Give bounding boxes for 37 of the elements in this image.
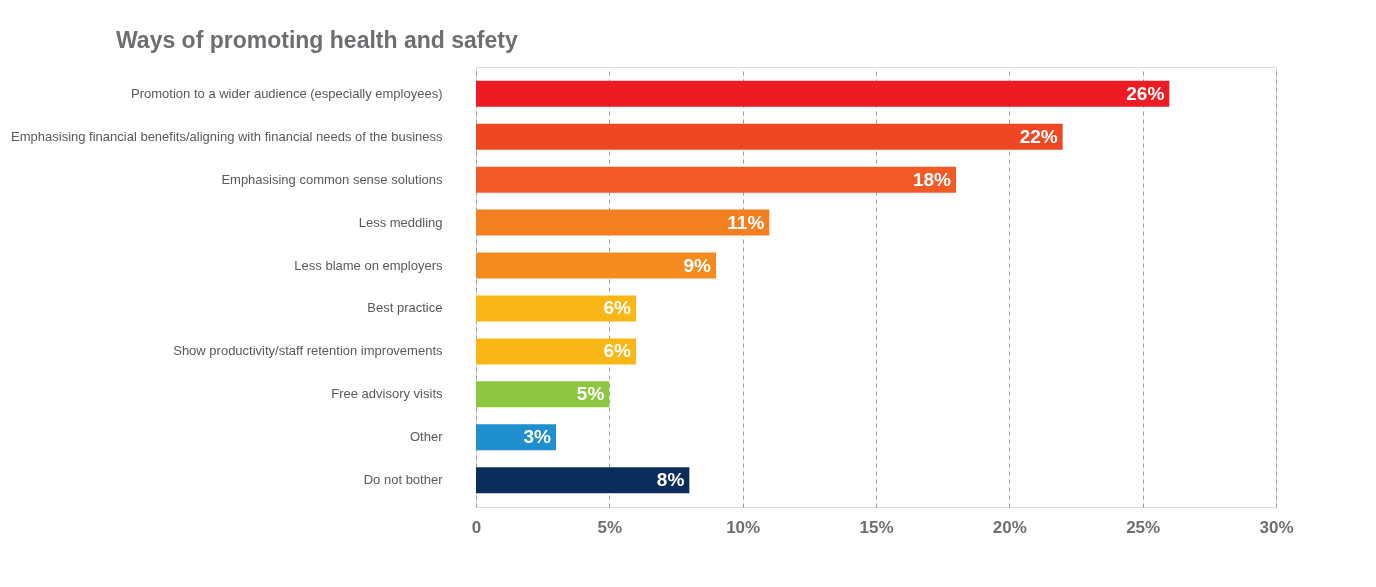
bar — [476, 209, 770, 236]
y-tick-label: Free advisory visits — [331, 386, 443, 402]
bar — [476, 338, 636, 365]
data-label: 3% — [523, 426, 552, 448]
y-tick-label: Less meddling — [358, 214, 443, 230]
y-tick-label: Promotion to a wider audience (especially employees) — [131, 85, 443, 101]
data-label: 5% — [576, 383, 605, 405]
x-tick-label: 5% — [597, 517, 623, 537]
chart-title: Ways of promoting health and safety — [116, 27, 518, 53]
x-tick-label: 0 — [471, 517, 482, 537]
data-label: 18% — [912, 168, 952, 190]
x-tick-label: 20% — [992, 517, 1027, 537]
x-tick-label: 25% — [1126, 517, 1161, 537]
y-tick-label: Show productivity/staff retention improvements — [173, 343, 443, 359]
x-tick-label: 15% — [859, 517, 894, 537]
bar — [476, 123, 1063, 150]
y-tick-label: Best practice — [367, 300, 443, 316]
y-tick-label: Other — [409, 429, 444, 445]
data-label: 22% — [1019, 125, 1058, 147]
y-tick-label: Emphasising common sense solutions — [221, 171, 443, 187]
y-tick-label: Less blame on employers — [294, 257, 443, 273]
y-tick-label: Emphasising financial benefits/aligning with financial needs of the business — [11, 128, 443, 144]
bar — [476, 467, 690, 494]
bar — [476, 381, 610, 408]
data-label: 6% — [603, 297, 632, 319]
bar — [476, 252, 716, 279]
x-tick-label: 10% — [726, 517, 761, 537]
y-tick-label: Do not bother — [363, 472, 444, 488]
bar — [476, 166, 956, 193]
bar — [476, 295, 636, 322]
data-label: 6% — [603, 340, 632, 362]
data-label: 9% — [683, 254, 712, 276]
data-label: 26% — [1126, 82, 1165, 104]
data-label: 11% — [727, 211, 765, 233]
x-tick-label: 30% — [1259, 517, 1294, 537]
bar — [476, 80, 1170, 107]
data-label: 8% — [656, 469, 685, 491]
